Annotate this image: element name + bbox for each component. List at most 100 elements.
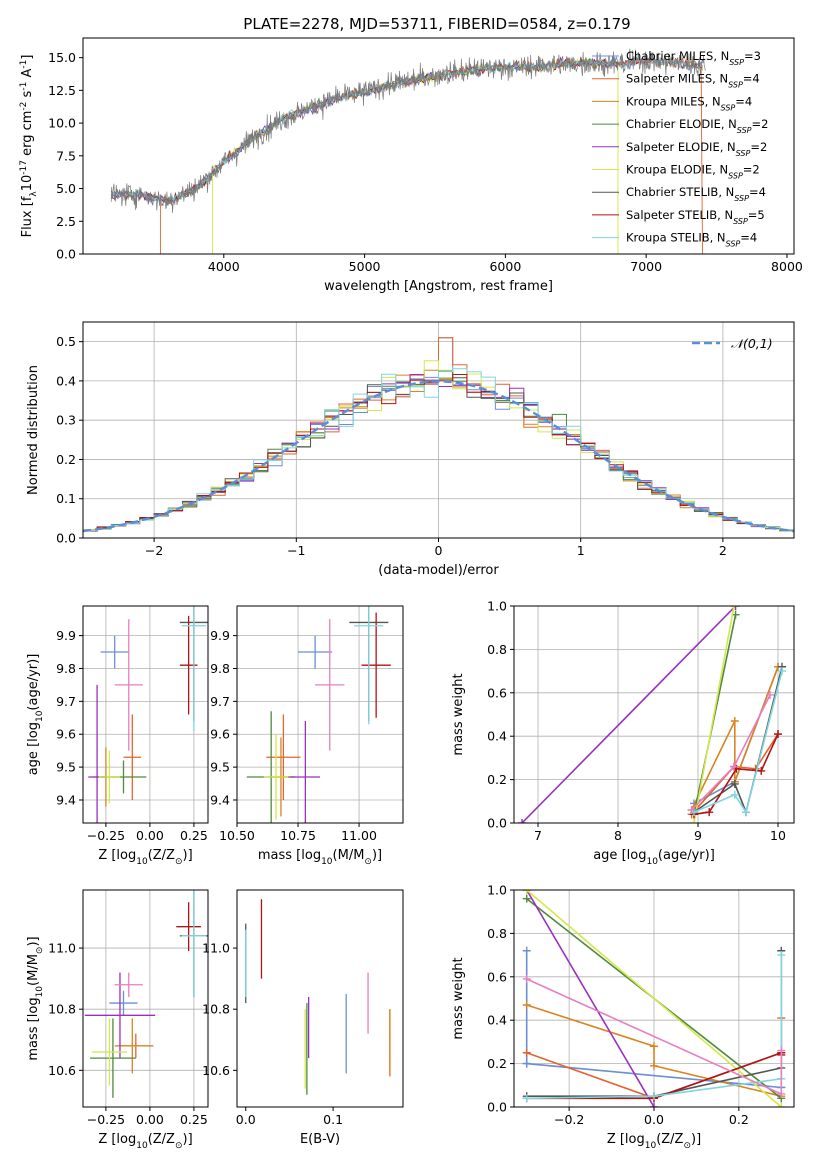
weight-point (774, 730, 782, 739)
x-tick-label: −0.25 (87, 1112, 125, 1127)
x-tick-label: 8000 (771, 259, 803, 274)
y-tick-label: 0.4 (56, 373, 76, 388)
figure-title: PLATE=2278, MJD=53711, FIBERID=0584, z=0… (243, 15, 630, 33)
y-tick-label: 0.6 (487, 969, 507, 984)
weight-series-line (691, 694, 771, 811)
legend-entry: Salpeter ELODIE, NSSP=2 (626, 140, 767, 158)
x-tick-label: 0.1 (323, 1112, 343, 1127)
plot-area (84, 890, 208, 1098)
legend-entry: 𝒩(0,1) (731, 336, 773, 351)
x-tick-label: −1 (287, 543, 305, 558)
spectrum-model-line (212, 57, 619, 254)
x-tick-label: 0 (435, 543, 443, 558)
x-tick-label: 0.25 (180, 1112, 208, 1127)
x-tick-label: 9 (694, 828, 702, 843)
y-tick-label: 9.4 (56, 792, 76, 807)
y-axis-label: Flux [fλ10-17 erg cm-2 s-1 A-1] (19, 55, 39, 238)
y-tick-label: 10.6 (202, 1063, 230, 1078)
panel-residuals: −2 −1 0 1 2 0.0 0.1 0.2 0.3 0.4 0.5 (data-model)/er… (26, 321, 795, 578)
x-tick-label: 10.50 (219, 828, 255, 843)
y-tick-label: 5.0 (56, 181, 76, 196)
x-tick-label: 0.00 (136, 1112, 164, 1127)
spectrum-model-line (110, 56, 619, 204)
weight-series-line (526, 890, 655, 1107)
plot-area (246, 606, 391, 823)
axes-frame (82, 889, 209, 1108)
x-tick-label: 5000 (349, 259, 381, 274)
weight-series-line (526, 1004, 782, 1097)
weight-point (522, 894, 531, 903)
y-tick-label: 9.4 (210, 792, 230, 807)
y-tick-label: 10.8 (202, 1002, 230, 1017)
y-tick-label: 9.8 (210, 661, 230, 676)
y-tick-label: 0.8 (487, 926, 507, 941)
y-tick-label: 0.8 (487, 642, 507, 657)
y-tick-label: 0.4 (487, 1013, 507, 1028)
y-tick-label: 0.6 (487, 685, 507, 700)
weight-point (522, 1048, 531, 1057)
weight-point (730, 790, 739, 799)
y-tick-label: 9.6 (210, 727, 230, 742)
x-tick-label: 1 (577, 543, 585, 558)
spectrum-model-line (159, 55, 703, 254)
x-tick-label: 8 (614, 828, 622, 843)
axes-frame (236, 605, 404, 824)
x-tick-label: 0.2 (729, 1112, 749, 1127)
y-tick-label: 10.0 (48, 116, 76, 131)
x-tick-label: 10.75 (280, 828, 316, 843)
y-tick-label: 0.2 (56, 452, 76, 467)
legend-entry: Kroupa MILES, NSSP=4 (626, 94, 752, 112)
weight-point (522, 974, 531, 983)
plot-area (83, 337, 794, 534)
plot-area (522, 890, 786, 1107)
y-tick-label: 0.0 (487, 816, 507, 831)
y-tick-label: 0.2 (487, 772, 507, 787)
spectrum-data-line (110, 48, 706, 213)
y-tick-label: 15.0 (48, 50, 76, 65)
weight-point (742, 808, 750, 817)
weight-point (777, 1046, 786, 1055)
y-tick-label: 1.0 (487, 883, 507, 898)
weight-point (730, 762, 738, 771)
y-tick-label: 1.0 (487, 599, 507, 614)
x-tick-label: −0.2 (554, 1112, 584, 1127)
y-tick-label: 12.5 (48, 83, 76, 98)
spectrum-model-line (110, 54, 703, 203)
weight-point (730, 779, 739, 788)
x-tick-label: 7 (534, 828, 542, 843)
weight-point (522, 1059, 531, 1068)
x-axis-label: E(B-V) (300, 1132, 340, 1147)
y-axis-label: Normed distribution (26, 365, 41, 495)
y-tick-label: 11.0 (48, 941, 76, 956)
y-tick-label: 11.0 (202, 941, 230, 956)
legend-entry: Chabrier STELIB, NSSP=4 (626, 185, 766, 203)
y-tick-label: 10.8 (48, 1002, 76, 1017)
weight-point (518, 819, 526, 823)
weight-point (730, 606, 738, 610)
panel-Z-age: −0.25 0.00 0.25 9.4 9.5 9.6 9.7 9.8 9.9 Z [log10(… (26, 605, 209, 867)
x-tick-label: −2 (145, 543, 163, 558)
legend-entry: Chabrier ELODIE, NSSP=2 (626, 117, 768, 135)
plot-area (110, 48, 706, 254)
y-tick-label: 0.0 (56, 247, 76, 262)
x-tick-label: 10 (770, 828, 786, 843)
weight-series-line (521, 606, 737, 823)
x-axis-label: Z [log10(Z/Z⊙)] (98, 1132, 192, 1151)
x-tick-label: 0.0 (644, 1112, 664, 1127)
panel-age-weight: 7 8 9 10 0.0 0.2 0.4 0.6 0.8 1.0 age [log10(age/yr… (451, 599, 795, 867)
x-axis-label: mass [log10(M/M⊙)] (258, 848, 382, 867)
weight-series-line (693, 733, 779, 816)
plot-area (518, 606, 786, 823)
weight-point (731, 606, 740, 610)
weight-point (778, 667, 786, 676)
weight-point (522, 946, 531, 955)
weight-point (705, 808, 714, 817)
plot-area (245, 899, 391, 1095)
weight-series-line (526, 955, 783, 1100)
weight-point (687, 805, 696, 814)
x-tick-label: 6000 (489, 259, 521, 274)
weight-series-line (690, 666, 779, 811)
y-tick-label: 0.3 (56, 413, 76, 428)
panel-mass-age: 10.50 10.75 11.00 9.4 9.5 9.6 9.7 9.8 9.9 mass [l… (210, 605, 404, 867)
